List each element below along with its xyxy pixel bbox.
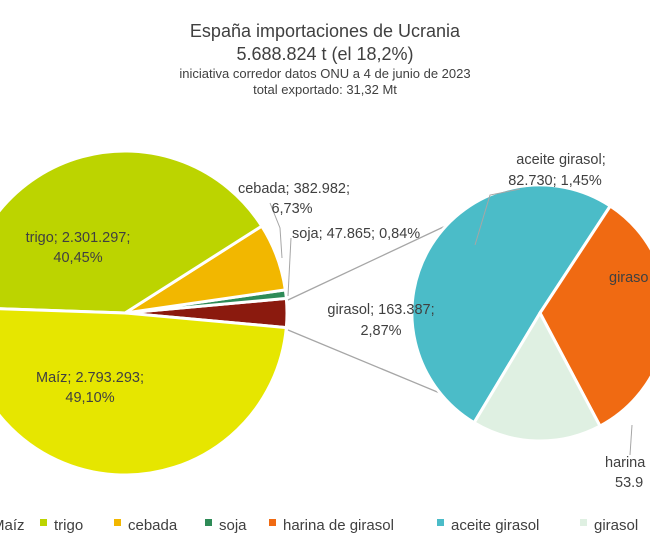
data-label-cebada: cebada; 382.982; xyxy=(238,181,350,197)
legend-marker-aceite-girasol xyxy=(437,519,444,526)
chart-title: España importaciones de Ucrania xyxy=(189,21,461,41)
data-label-maiz: Maíz; 2.793.293; xyxy=(36,370,144,386)
data-label-girasol-secondary: giraso xyxy=(609,270,649,286)
data-label-aceite-girasol: aceite girasol; xyxy=(516,152,605,168)
secondary-slice-girasol xyxy=(472,309,603,443)
data-label-maiz-pct: 49,10% xyxy=(65,390,114,406)
data-label-trigo: trigo; 2.301.297; xyxy=(26,230,131,246)
data-label-harina-value: 53.9 xyxy=(615,475,643,491)
leader-line-harina xyxy=(629,424,633,456)
legend-marker-girasol xyxy=(580,519,587,526)
secondary-slice-aceite-girasol xyxy=(410,183,613,425)
legend-label-cebada: cebada xyxy=(128,517,178,534)
chart-note-corridor: iniciativa corredor datos ONU a 4 de jun… xyxy=(179,66,471,81)
legend-label-harina-de-girasol: harina de girasol xyxy=(283,517,394,534)
leader-line-soja xyxy=(287,237,292,297)
chart-title-block: España importaciones de Ucrania 5.688.82… xyxy=(0,20,650,98)
legend-marker-soja xyxy=(205,519,212,526)
chart-note-total: total exportado: 31,32 Mt xyxy=(253,82,397,97)
data-label-aceite-girasol-value: 82.730; 1,45% xyxy=(508,173,602,189)
data-label-girasol-pct: 2,87% xyxy=(360,323,401,339)
secondary-slice-harina-de-girasol xyxy=(538,203,650,429)
legend-label-maiz: Maíz xyxy=(0,517,25,534)
legend-marker-harina-de-girasol xyxy=(269,519,276,526)
legend-marker-cebada xyxy=(114,519,121,526)
pie-slice-maiz xyxy=(0,307,288,477)
legend-label-soja: soja xyxy=(219,517,247,534)
data-label-girasol: girasol; 163.387; xyxy=(327,302,434,318)
leader-line-cebada xyxy=(269,202,283,259)
chart-subtitle: 5.688.824 t (el 18,2%) xyxy=(236,44,414,64)
data-label-soja: soja; 47.865; 0,84% xyxy=(292,226,420,242)
legend-label-girasol: girasol xyxy=(594,517,638,534)
legend-label-aceite-girasol: aceite girasol xyxy=(451,517,539,534)
pie-slice-trigo xyxy=(0,149,264,315)
leader-line-aceite-girasol xyxy=(474,188,521,246)
data-label-harina: harina xyxy=(605,455,646,471)
legend-marker-trigo xyxy=(40,519,47,526)
legend-label-trigo: trigo xyxy=(54,517,83,534)
data-label-cebada-pct: 6,73% xyxy=(271,201,312,217)
data-label-trigo-pct: 40,45% xyxy=(53,250,102,266)
